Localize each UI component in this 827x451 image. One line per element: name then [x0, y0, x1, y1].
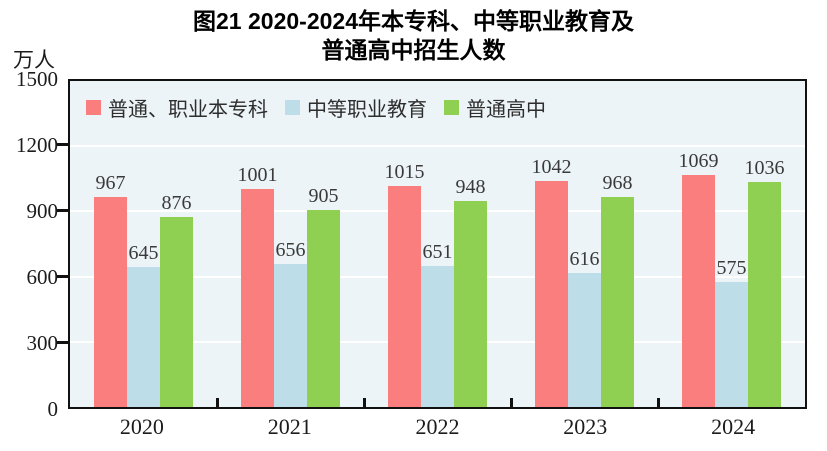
x-tick-mark-3: [510, 398, 513, 407]
bar-wrap-regular-high-school-2023: 968: [601, 81, 634, 407]
bar-value-regular-high-school-2022: 948: [455, 175, 486, 198]
y-tick-mark-600: [57, 275, 68, 278]
bar-group-2020: 967 645 876: [70, 81, 217, 407]
bar-group-2023: 1042 616 968: [511, 81, 658, 407]
y-tick-label-0: 0: [47, 397, 59, 421]
legend: 普通、职业本专科 中等职业教育 普通高中: [86, 93, 546, 122]
bar-value-secondary-vocational-2023: 616: [569, 248, 600, 271]
x-axis-labels: 2020 2021 2022 2023 2024: [68, 414, 807, 440]
bar-value-regular-high-school-2024: 1036: [744, 156, 785, 179]
bar-secondary-vocational-2023: [568, 273, 601, 407]
bar-wrap-regular-high-school-2024: 1036: [745, 81, 785, 407]
bar-higher-education-2024: [682, 174, 715, 407]
x-label-2024: 2024: [711, 414, 756, 439]
bar-value-higher-education-2023: 1042: [531, 155, 572, 178]
bar-secondary-vocational-2022: [421, 265, 454, 407]
x-label-2022: 2022: [415, 414, 460, 439]
bar-value-regular-high-school-2020: 876: [161, 191, 192, 214]
legend-item-higher-education: 普通、职业本专科: [86, 93, 268, 122]
bar-wrap-secondary-vocational-2023: 616: [568, 81, 601, 407]
bar-value-secondary-vocational-2022: 651: [422, 240, 453, 263]
legend-item-regular-high-school: 普通高中: [444, 93, 546, 122]
bar-value-secondary-vocational-2024: 575: [716, 257, 747, 280]
bar-value-higher-education-2024: 1069: [678, 149, 719, 172]
y-tick-mark-300: [57, 341, 68, 344]
bar-regular-high-school-2022: [454, 200, 487, 407]
bar-value-secondary-vocational-2021: 656: [275, 239, 306, 262]
x-tick-mark-1: [216, 398, 219, 407]
x-tick-mark-2: [363, 398, 366, 407]
bar-wrap-higher-education-2020: 967: [94, 81, 127, 407]
bar-value-higher-education-2020: 967: [95, 171, 126, 194]
bar-wrap-secondary-vocational-2021: 656: [274, 81, 307, 407]
bar-secondary-vocational-2020: [127, 266, 160, 407]
bar-wrap-secondary-vocational-2020: 645: [127, 81, 160, 407]
plot-area: 967 645 876 1001 656 905 1015 651 948 1042 616 968 1…: [68, 79, 807, 409]
bar-group-2024: 1069 575 1036: [658, 81, 805, 407]
bar-value-regular-high-school-2023: 968: [602, 171, 633, 194]
bar-wrap-higher-education-2024: 1069: [679, 81, 719, 407]
y-tick-mark-900: [57, 209, 68, 212]
bar-series-container: 967 645 876 1001 656 905 1015 651 948 1042 616 968 1…: [70, 81, 805, 407]
x-label-2023: 2023: [563, 414, 608, 439]
y-axis-unit-label: 万人: [13, 48, 55, 72]
bar-wrap-secondary-vocational-2022: 651: [421, 81, 454, 407]
bar-wrap-higher-education-2021: 1001: [238, 81, 278, 407]
bar-higher-education-2023: [535, 180, 568, 407]
chart-title-line2: 普通高中招生人数: [321, 37, 506, 63]
legend-swatch-secondary-vocational: [285, 100, 300, 115]
bar-wrap-regular-high-school-2022: 948: [454, 81, 487, 407]
bar-wrap-higher-education-2022: 1015: [385, 81, 425, 407]
bar-wrap-higher-education-2023: 1042: [532, 81, 572, 407]
bar-wrap-regular-high-school-2021: 905: [307, 81, 340, 407]
legend-swatch-higher-education: [86, 100, 101, 115]
legend-label-higher-education: 普通、职业本专科: [108, 99, 268, 121]
bar-wrap-regular-high-school-2020: 876: [160, 81, 193, 407]
bar-secondary-vocational-2021: [274, 264, 307, 407]
y-tick-label-1200: 1200: [16, 133, 58, 157]
bar-wrap-secondary-vocational-2024: 575: [715, 81, 748, 407]
bar-secondary-vocational-2024: [715, 282, 748, 407]
bar-group-2021: 1001 656 905: [217, 81, 364, 407]
bar-regular-high-school-2021: [307, 210, 340, 407]
legend-item-secondary-vocational: 中等职业教育: [285, 93, 427, 122]
legend-swatch-regular-high-school: [444, 100, 459, 115]
bar-regular-high-school-2023: [601, 196, 634, 407]
bar-regular-high-school-2024: [748, 181, 781, 407]
x-label-2020: 2020: [119, 414, 164, 439]
y-tick-label-600: 600: [26, 265, 59, 289]
y-tick-label-900: 900: [26, 199, 59, 223]
chart-title-line1: 图21 2020-2024年本专科、中等职业教育及: [193, 8, 634, 34]
y-tick-label-1500: 1500: [16, 67, 58, 91]
chart-title: 图21 2020-2024年本专科、中等职业教育及 普通高中招生人数: [0, 7, 827, 65]
gridline-1200: [70, 145, 805, 148]
bar-value-regular-high-school-2021: 905: [308, 185, 339, 208]
x-label-2021: 2021: [267, 414, 312, 439]
bar-value-higher-education-2021: 1001: [237, 164, 278, 187]
legend-label-regular-high-school: 普通高中: [466, 99, 546, 121]
y-tick-mark-1200: [57, 143, 68, 146]
bar-group-2022: 1015 651 948: [364, 81, 511, 407]
bar-value-higher-education-2022: 1015: [384, 161, 425, 184]
y-tick-label-300: 300: [26, 331, 59, 355]
x-tick-mark-4: [657, 398, 660, 407]
bar-higher-education-2020: [94, 196, 127, 407]
gridline-900: [70, 210, 805, 213]
bar-value-secondary-vocational-2020: 645: [128, 241, 159, 264]
bar-higher-education-2021: [241, 189, 274, 407]
bar-regular-high-school-2020: [160, 216, 193, 407]
legend-label-secondary-vocational: 中等职业教育: [307, 99, 427, 121]
bar-higher-education-2022: [388, 186, 421, 407]
